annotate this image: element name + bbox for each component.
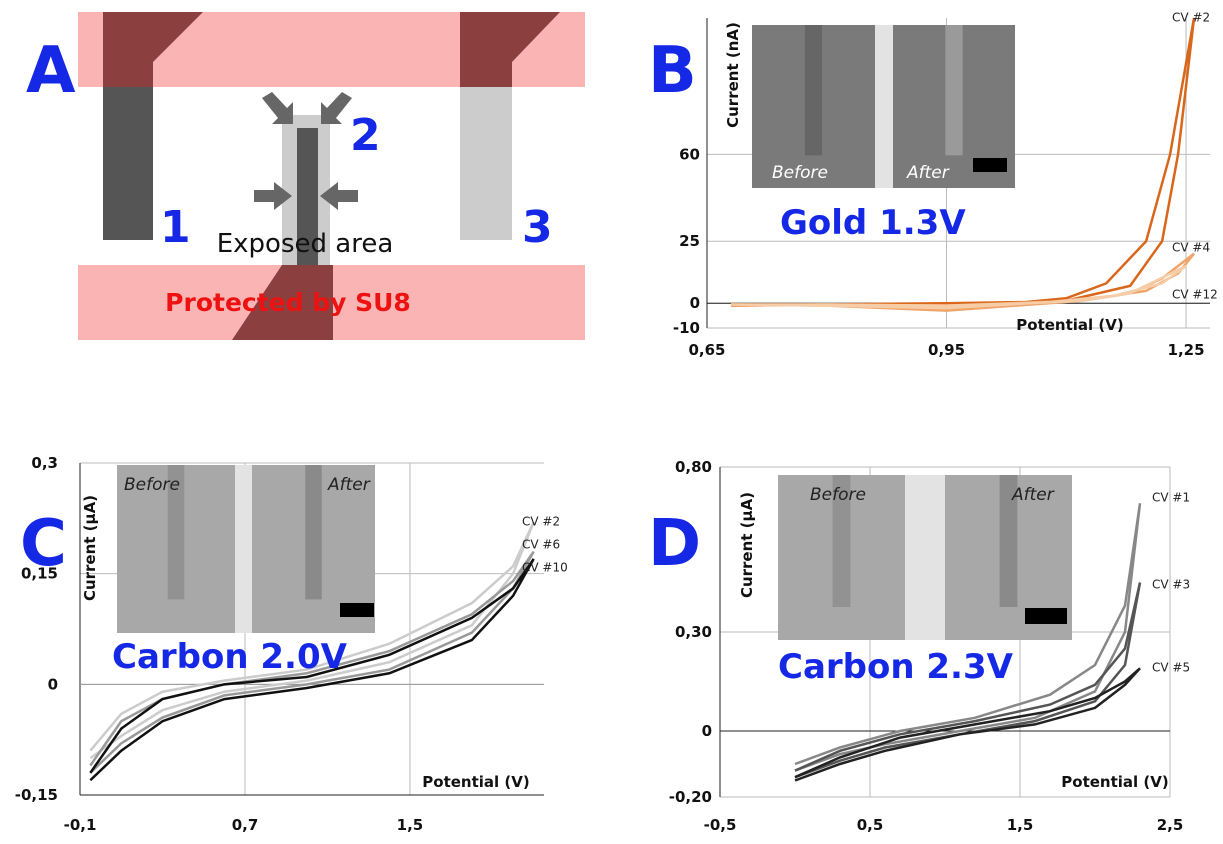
electrode-image	[805, 25, 822, 155]
y-tick-label: 60	[679, 145, 700, 163]
panel-label: D	[648, 507, 701, 581]
y-tick-label: 0,3	[31, 454, 58, 472]
x-tick-label: 1,5	[397, 816, 424, 834]
x-tick-label: 2,5	[1157, 816, 1184, 834]
series-label: CV #5	[1152, 661, 1190, 675]
inset-label: After	[1011, 485, 1055, 505]
y-axis-title: Current (µA)	[738, 492, 756, 598]
electrode-label: 2	[350, 110, 381, 161]
y-tick-label: -10	[673, 319, 700, 337]
series-label: CV #1	[1152, 491, 1190, 505]
y-tick-label: 0	[702, 722, 712, 740]
inset-label: After	[327, 475, 371, 495]
figure: A 1 2 3 Exposed area Protected by SU8 0,…	[0, 0, 1223, 839]
electrode-3	[460, 87, 512, 240]
x-tick-label: 0,7	[232, 816, 259, 834]
x-axis-title: Potential (V)	[1016, 316, 1123, 334]
series-label: CV #12	[1172, 288, 1218, 302]
x-axis-title: Potential (V)	[1061, 773, 1168, 791]
x-tick-label: 0,65	[688, 341, 725, 359]
inset-label: Before	[810, 485, 866, 505]
inset-gap	[905, 475, 945, 640]
series-label: CV #2	[522, 515, 560, 529]
inset-label: After	[906, 163, 950, 183]
y-tick-label: -0,15	[15, 786, 58, 804]
series-label: CV #10	[522, 561, 568, 575]
electrode-image	[945, 25, 962, 155]
series-label: CV #2	[1172, 11, 1210, 25]
electrode-label: 1	[160, 202, 191, 253]
y-tick-label: 0,80	[675, 458, 712, 476]
scale-bar	[1025, 608, 1067, 624]
series-label: CV #3	[1152, 578, 1190, 592]
protected-label: Protected by SU8	[165, 288, 411, 317]
annotation: Carbon 2.3V	[778, 647, 1014, 687]
inset-label: Before	[124, 475, 180, 495]
y-axis-title: Current (nA)	[724, 22, 742, 128]
inset-gap	[875, 25, 893, 188]
panel-a: A 1 2 3 Exposed area Protected by SU8	[26, 12, 585, 340]
x-tick-label: 0,95	[928, 341, 965, 359]
annotation: Gold 1.3V	[780, 203, 966, 243]
inset-gap	[235, 465, 252, 633]
y-tick-label: 25	[679, 232, 700, 250]
panel-label: A	[26, 34, 76, 108]
x-axis-title: Potential (V)	[422, 773, 529, 791]
electrode-image	[305, 465, 322, 599]
y-axis-title: Current (µA)	[81, 495, 99, 601]
annotation: Carbon 2.0V	[112, 637, 348, 677]
x-tick-label: 0,5	[857, 816, 884, 834]
scale-bar	[973, 158, 1007, 172]
y-tick-label: -0,20	[669, 788, 712, 806]
electrode-label: 3	[522, 202, 553, 253]
panel-label: C	[20, 507, 67, 581]
electrode-1	[103, 87, 153, 240]
panel-label: B	[648, 34, 697, 108]
x-tick-label: 1,25	[1168, 341, 1205, 359]
scale-bar	[340, 603, 374, 617]
y-tick-label: 0,30	[675, 623, 712, 641]
x-tick-label: 1,5	[1007, 816, 1034, 834]
series-label: CV #6	[522, 538, 560, 552]
x-tick-label: -0,1	[64, 816, 97, 834]
exposed-label: Exposed area	[217, 229, 394, 259]
inset-label: Before	[772, 163, 828, 183]
x-tick-label: -0,5	[704, 816, 737, 834]
y-tick-label: 0	[48, 675, 58, 693]
y-tick-label: 0	[690, 294, 700, 312]
series-label: CV #4	[1172, 241, 1210, 255]
